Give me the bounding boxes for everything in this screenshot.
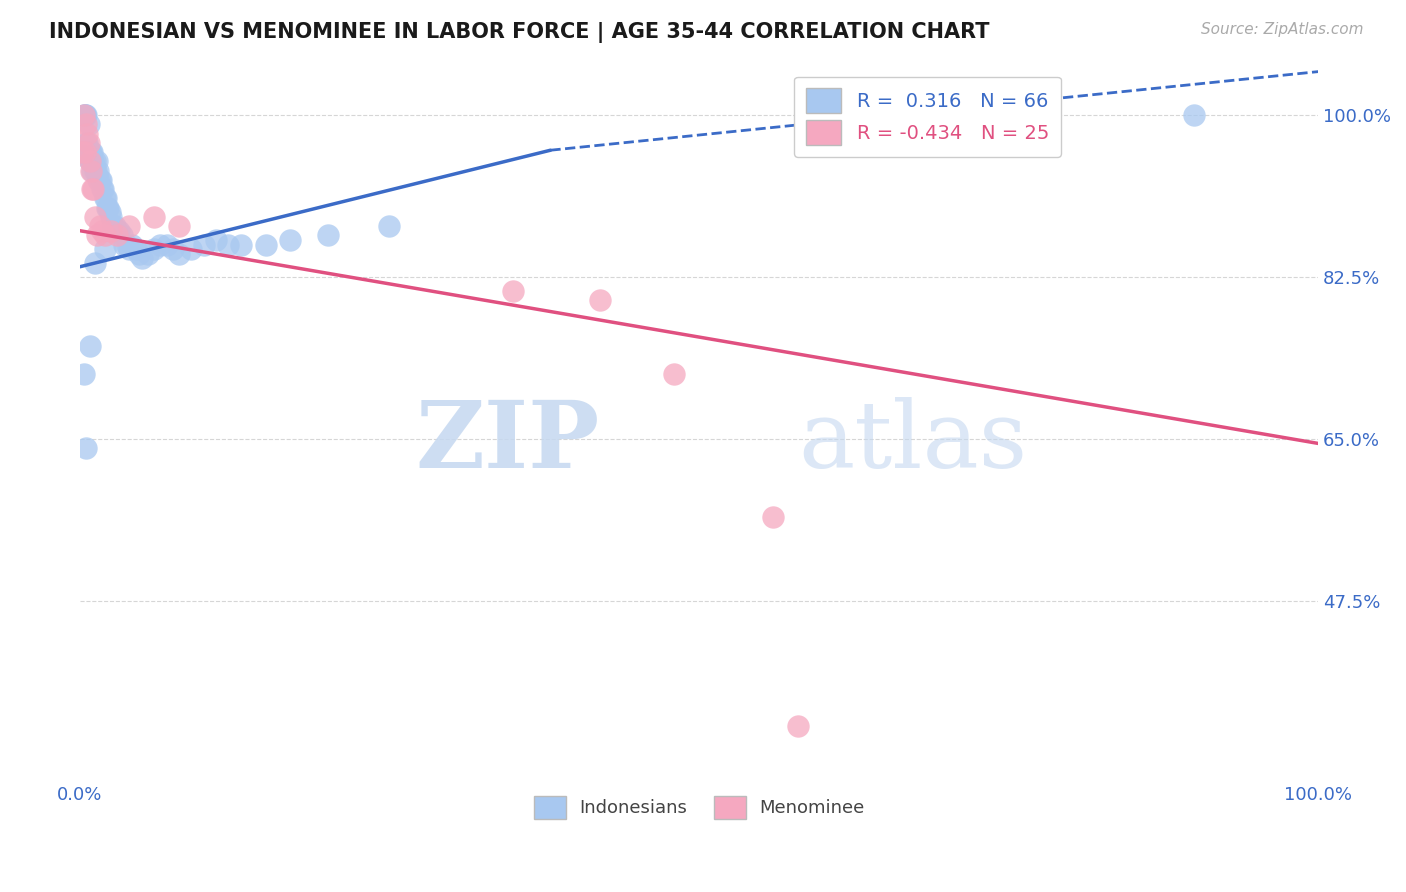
- Point: [105, 228, 128, 243]
- Point: [91, 182, 114, 196]
- Point: [73, 108, 96, 122]
- Point: [664, 367, 686, 381]
- Point: [79, 145, 101, 160]
- Point: [82, 145, 104, 160]
- Point: [91, 224, 114, 238]
- Point: [100, 210, 122, 224]
- Point: [89, 219, 111, 233]
- Point: [155, 237, 177, 252]
- Point: [94, 191, 117, 205]
- Point: [77, 136, 100, 150]
- Point: [86, 154, 108, 169]
- Point: [217, 237, 239, 252]
- Point: [93, 182, 115, 196]
- Point: [280, 233, 302, 247]
- Point: [83, 210, 105, 224]
- Point: [162, 242, 184, 256]
- Point: [73, 145, 96, 160]
- Point: [118, 219, 141, 233]
- Point: [180, 242, 202, 256]
- Point: [762, 510, 785, 524]
- Point: [96, 201, 118, 215]
- Point: [80, 145, 103, 160]
- Point: [75, 117, 97, 131]
- Point: [316, 228, 339, 243]
- Point: [93, 228, 115, 243]
- Point: [115, 237, 138, 252]
- Point: [87, 173, 110, 187]
- Point: [105, 224, 128, 238]
- Point: [89, 173, 111, 187]
- Point: [72, 145, 94, 160]
- Point: [103, 219, 125, 233]
- Point: [72, 145, 94, 160]
- Point: [121, 237, 143, 252]
- Point: [93, 191, 115, 205]
- Point: [128, 247, 150, 261]
- Point: [787, 718, 810, 732]
- Point: [72, 108, 94, 122]
- Point: [79, 154, 101, 169]
- Point: [76, 127, 98, 141]
- Point: [143, 210, 166, 224]
- Point: [82, 182, 104, 196]
- Point: [84, 163, 107, 178]
- Point: [75, 108, 97, 122]
- Point: [79, 154, 101, 169]
- Point: [72, 367, 94, 381]
- Point: [1182, 108, 1205, 122]
- Point: [82, 154, 104, 169]
- Point: [136, 247, 159, 261]
- Point: [75, 136, 97, 150]
- Point: [83, 256, 105, 270]
- Point: [100, 224, 122, 238]
- Point: [83, 163, 105, 178]
- Point: [80, 163, 103, 178]
- Point: [111, 228, 134, 243]
- Point: [108, 224, 131, 238]
- Legend: Indonesians, Menominee: Indonesians, Menominee: [526, 789, 872, 826]
- Point: [83, 154, 105, 169]
- Point: [167, 247, 190, 261]
- Point: [378, 219, 401, 233]
- Point: [229, 237, 252, 252]
- Point: [193, 237, 215, 252]
- Point: [254, 237, 277, 252]
- Point: [76, 145, 98, 160]
- Point: [77, 117, 100, 131]
- Point: [98, 205, 121, 219]
- Point: [80, 154, 103, 169]
- Point: [167, 219, 190, 233]
- Point: [131, 252, 153, 266]
- Text: INDONESIAN VS MENOMINEE IN LABOR FORCE | AGE 35-44 CORRELATION CHART: INDONESIAN VS MENOMINEE IN LABOR FORCE |…: [49, 22, 990, 44]
- Point: [93, 242, 115, 256]
- Point: [502, 284, 524, 298]
- Point: [589, 293, 612, 307]
- Point: [76, 136, 98, 150]
- Point: [90, 173, 112, 187]
- Point: [82, 163, 104, 178]
- Point: [103, 219, 125, 233]
- Point: [86, 228, 108, 243]
- Point: [97, 201, 120, 215]
- Point: [124, 242, 146, 256]
- Text: ZIP: ZIP: [416, 397, 600, 487]
- Point: [114, 237, 136, 252]
- Point: [149, 237, 172, 252]
- Point: [205, 233, 228, 247]
- Text: Source: ZipAtlas.com: Source: ZipAtlas.com: [1201, 22, 1364, 37]
- Text: atlas: atlas: [799, 397, 1028, 487]
- Point: [73, 108, 96, 122]
- Point: [143, 242, 166, 256]
- Point: [118, 242, 141, 256]
- Point: [82, 182, 104, 196]
- Point: [79, 339, 101, 353]
- Point: [77, 145, 100, 160]
- Point: [75, 441, 97, 455]
- Point: [72, 108, 94, 122]
- Point: [87, 163, 110, 178]
